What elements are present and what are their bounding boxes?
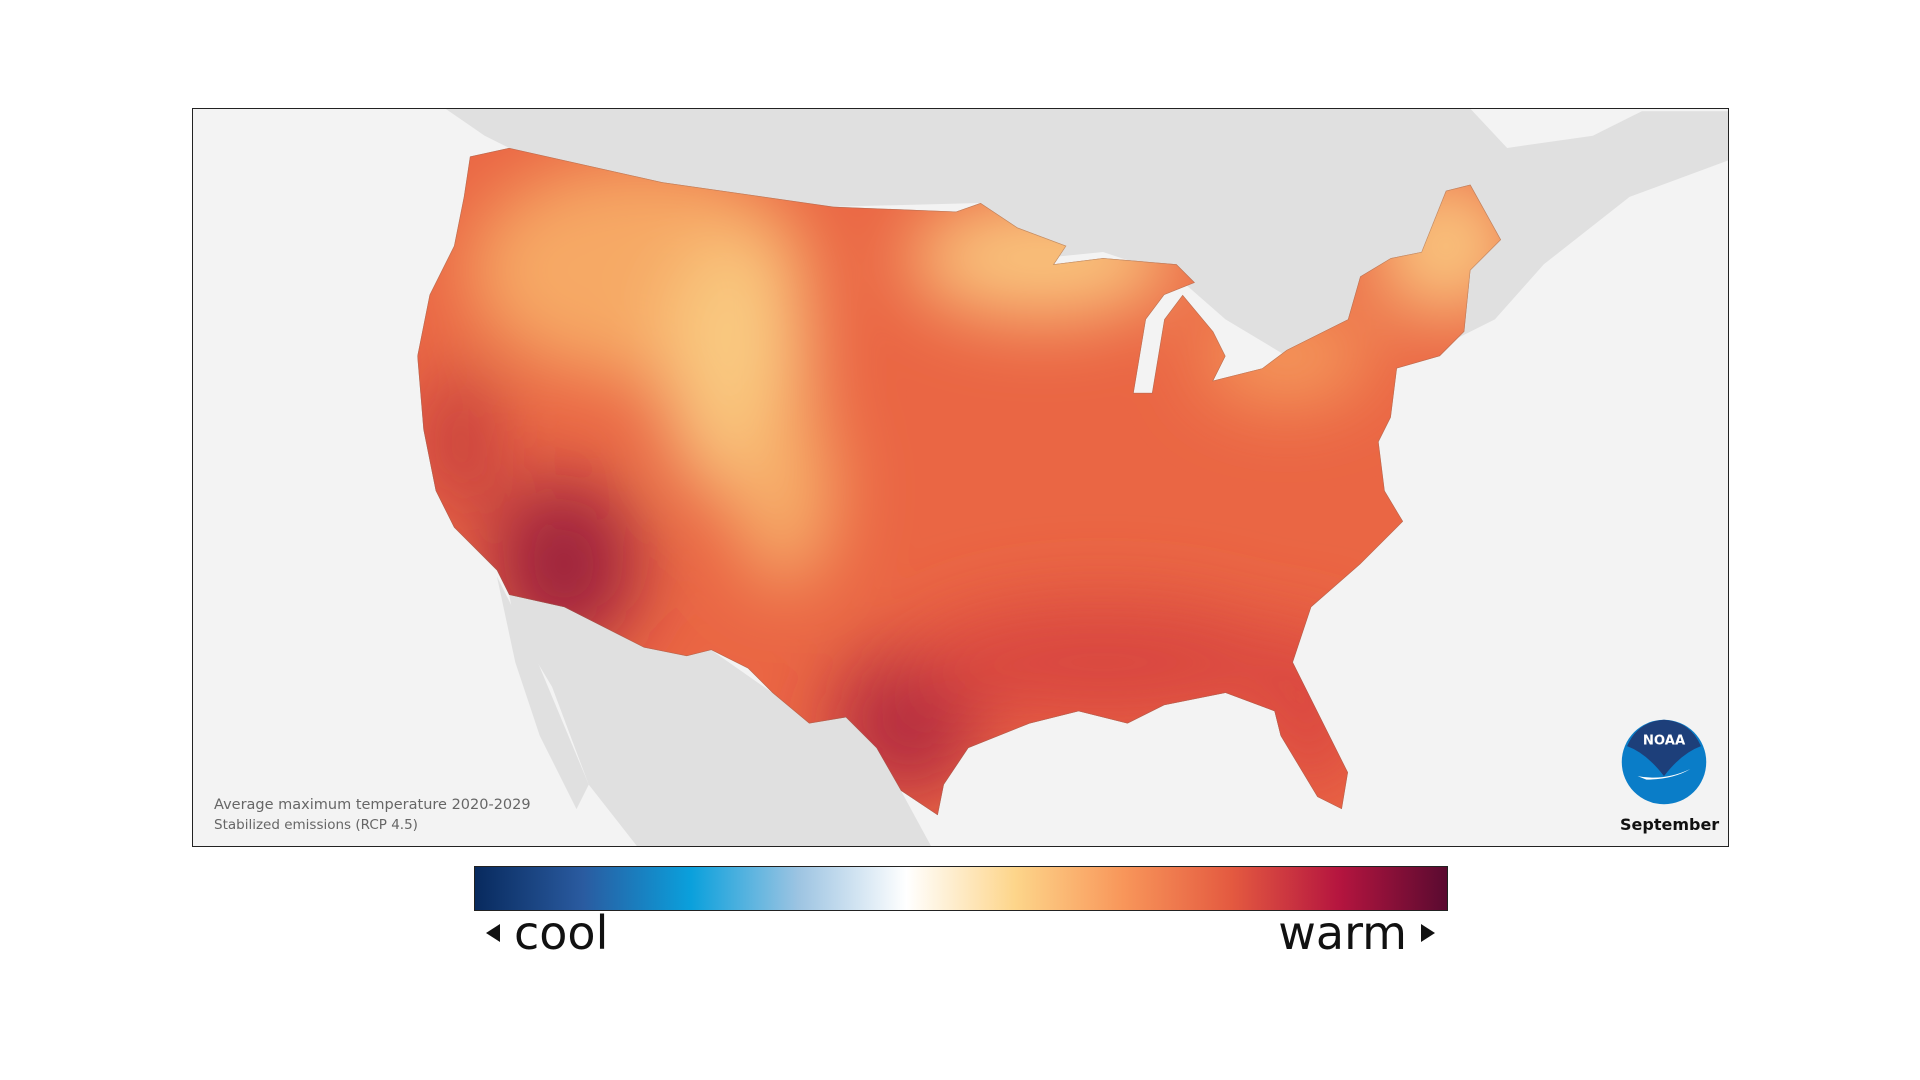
right-triangle-icon xyxy=(1421,923,1435,942)
temperature-map xyxy=(417,109,1728,846)
svg-text:NOAA: NOAA xyxy=(1643,733,1686,748)
baja-peninsula xyxy=(496,576,589,810)
legend-warm-label: warm xyxy=(1278,906,1407,960)
map-frame: Average maximum temperature 2020-2029 St… xyxy=(192,108,1729,847)
legend-cool-label: cool xyxy=(514,906,609,960)
left-triangle-icon xyxy=(486,923,500,942)
noaa-logo: NOAA xyxy=(1621,719,1707,805)
legend-warm: warm xyxy=(1278,906,1435,960)
legend-cool: cool xyxy=(486,906,608,960)
mexico-landmass xyxy=(509,594,932,846)
color-scale-bar xyxy=(474,866,1448,911)
map-subtitle: Stabilized emissions (RCP 4.5) xyxy=(214,817,418,833)
map-title: Average maximum temperature 2020-2029 xyxy=(214,797,531,813)
month-label: September xyxy=(1620,815,1720,834)
